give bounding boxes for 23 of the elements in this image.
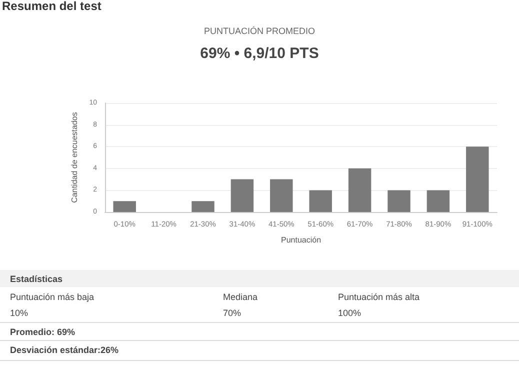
text: Promedio: 69% xyxy=(10,327,76,337)
bar xyxy=(348,168,372,212)
bar xyxy=(466,146,489,212)
text: 69% • 6,9/10 PTS xyxy=(199,45,320,62)
bar xyxy=(113,201,136,212)
bar xyxy=(388,190,410,212)
bar xyxy=(309,190,332,212)
bar xyxy=(230,179,254,212)
y-axis-title: Cantidad de encuestados xyxy=(70,112,79,203)
chart-title: Resumen del test xyxy=(2,0,102,13)
bar xyxy=(426,190,450,212)
text: Puntuación más alta xyxy=(338,292,420,302)
text: 10% xyxy=(10,308,28,318)
bar xyxy=(192,201,214,212)
text: Desviación estándar:26% xyxy=(10,345,119,355)
text: Puntuación más baja xyxy=(10,292,94,302)
text: Mediana xyxy=(223,292,258,302)
x-axis-title: Puntuación xyxy=(280,236,322,244)
text: 100% xyxy=(338,308,362,318)
bar xyxy=(270,179,293,212)
text: Estadísticas xyxy=(10,274,63,284)
text: 70% xyxy=(223,308,242,318)
chart-subtitle: PUNTUACIÓN PROMEDIO xyxy=(202,26,316,36)
